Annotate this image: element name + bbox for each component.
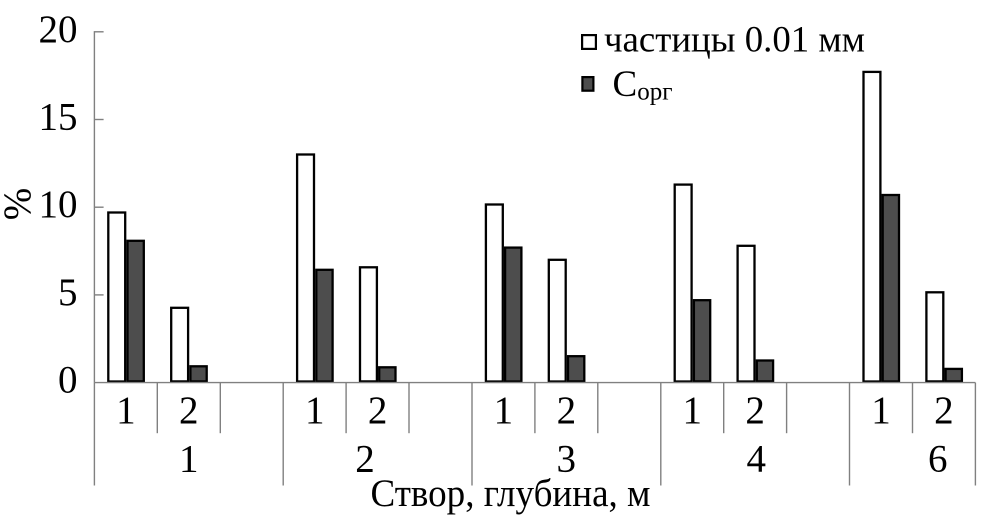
svg-text:2: 2 [355,438,375,481]
svg-text:частицы 0.01 мм: частицы 0.01 мм [604,20,865,61]
svg-text:1: 1 [116,389,136,432]
svg-text:15: 15 [39,96,78,139]
svg-text:1: 1 [494,389,514,432]
svg-text:2: 2 [745,389,765,432]
svg-text:Створ, глубина, м: Створ, глубина, м [371,472,651,515]
svg-text:1: 1 [305,389,325,432]
svg-text:3: 3 [556,438,576,481]
svg-text:6: 6 [928,438,948,481]
svg-text:20: 20 [39,8,78,51]
svg-text:1: 1 [871,389,891,432]
svg-text:5: 5 [58,271,78,314]
svg-text:2: 2 [368,389,388,432]
svg-text:0: 0 [58,359,78,402]
svg-text:2: 2 [934,389,954,432]
svg-text:2: 2 [557,389,577,432]
svg-text:4: 4 [746,438,766,481]
svg-text:2: 2 [179,389,199,432]
svg-text:%: % [0,188,39,221]
svg-text:1: 1 [682,389,702,432]
svg-text:1: 1 [179,438,199,481]
svg-text:10: 10 [39,183,78,226]
